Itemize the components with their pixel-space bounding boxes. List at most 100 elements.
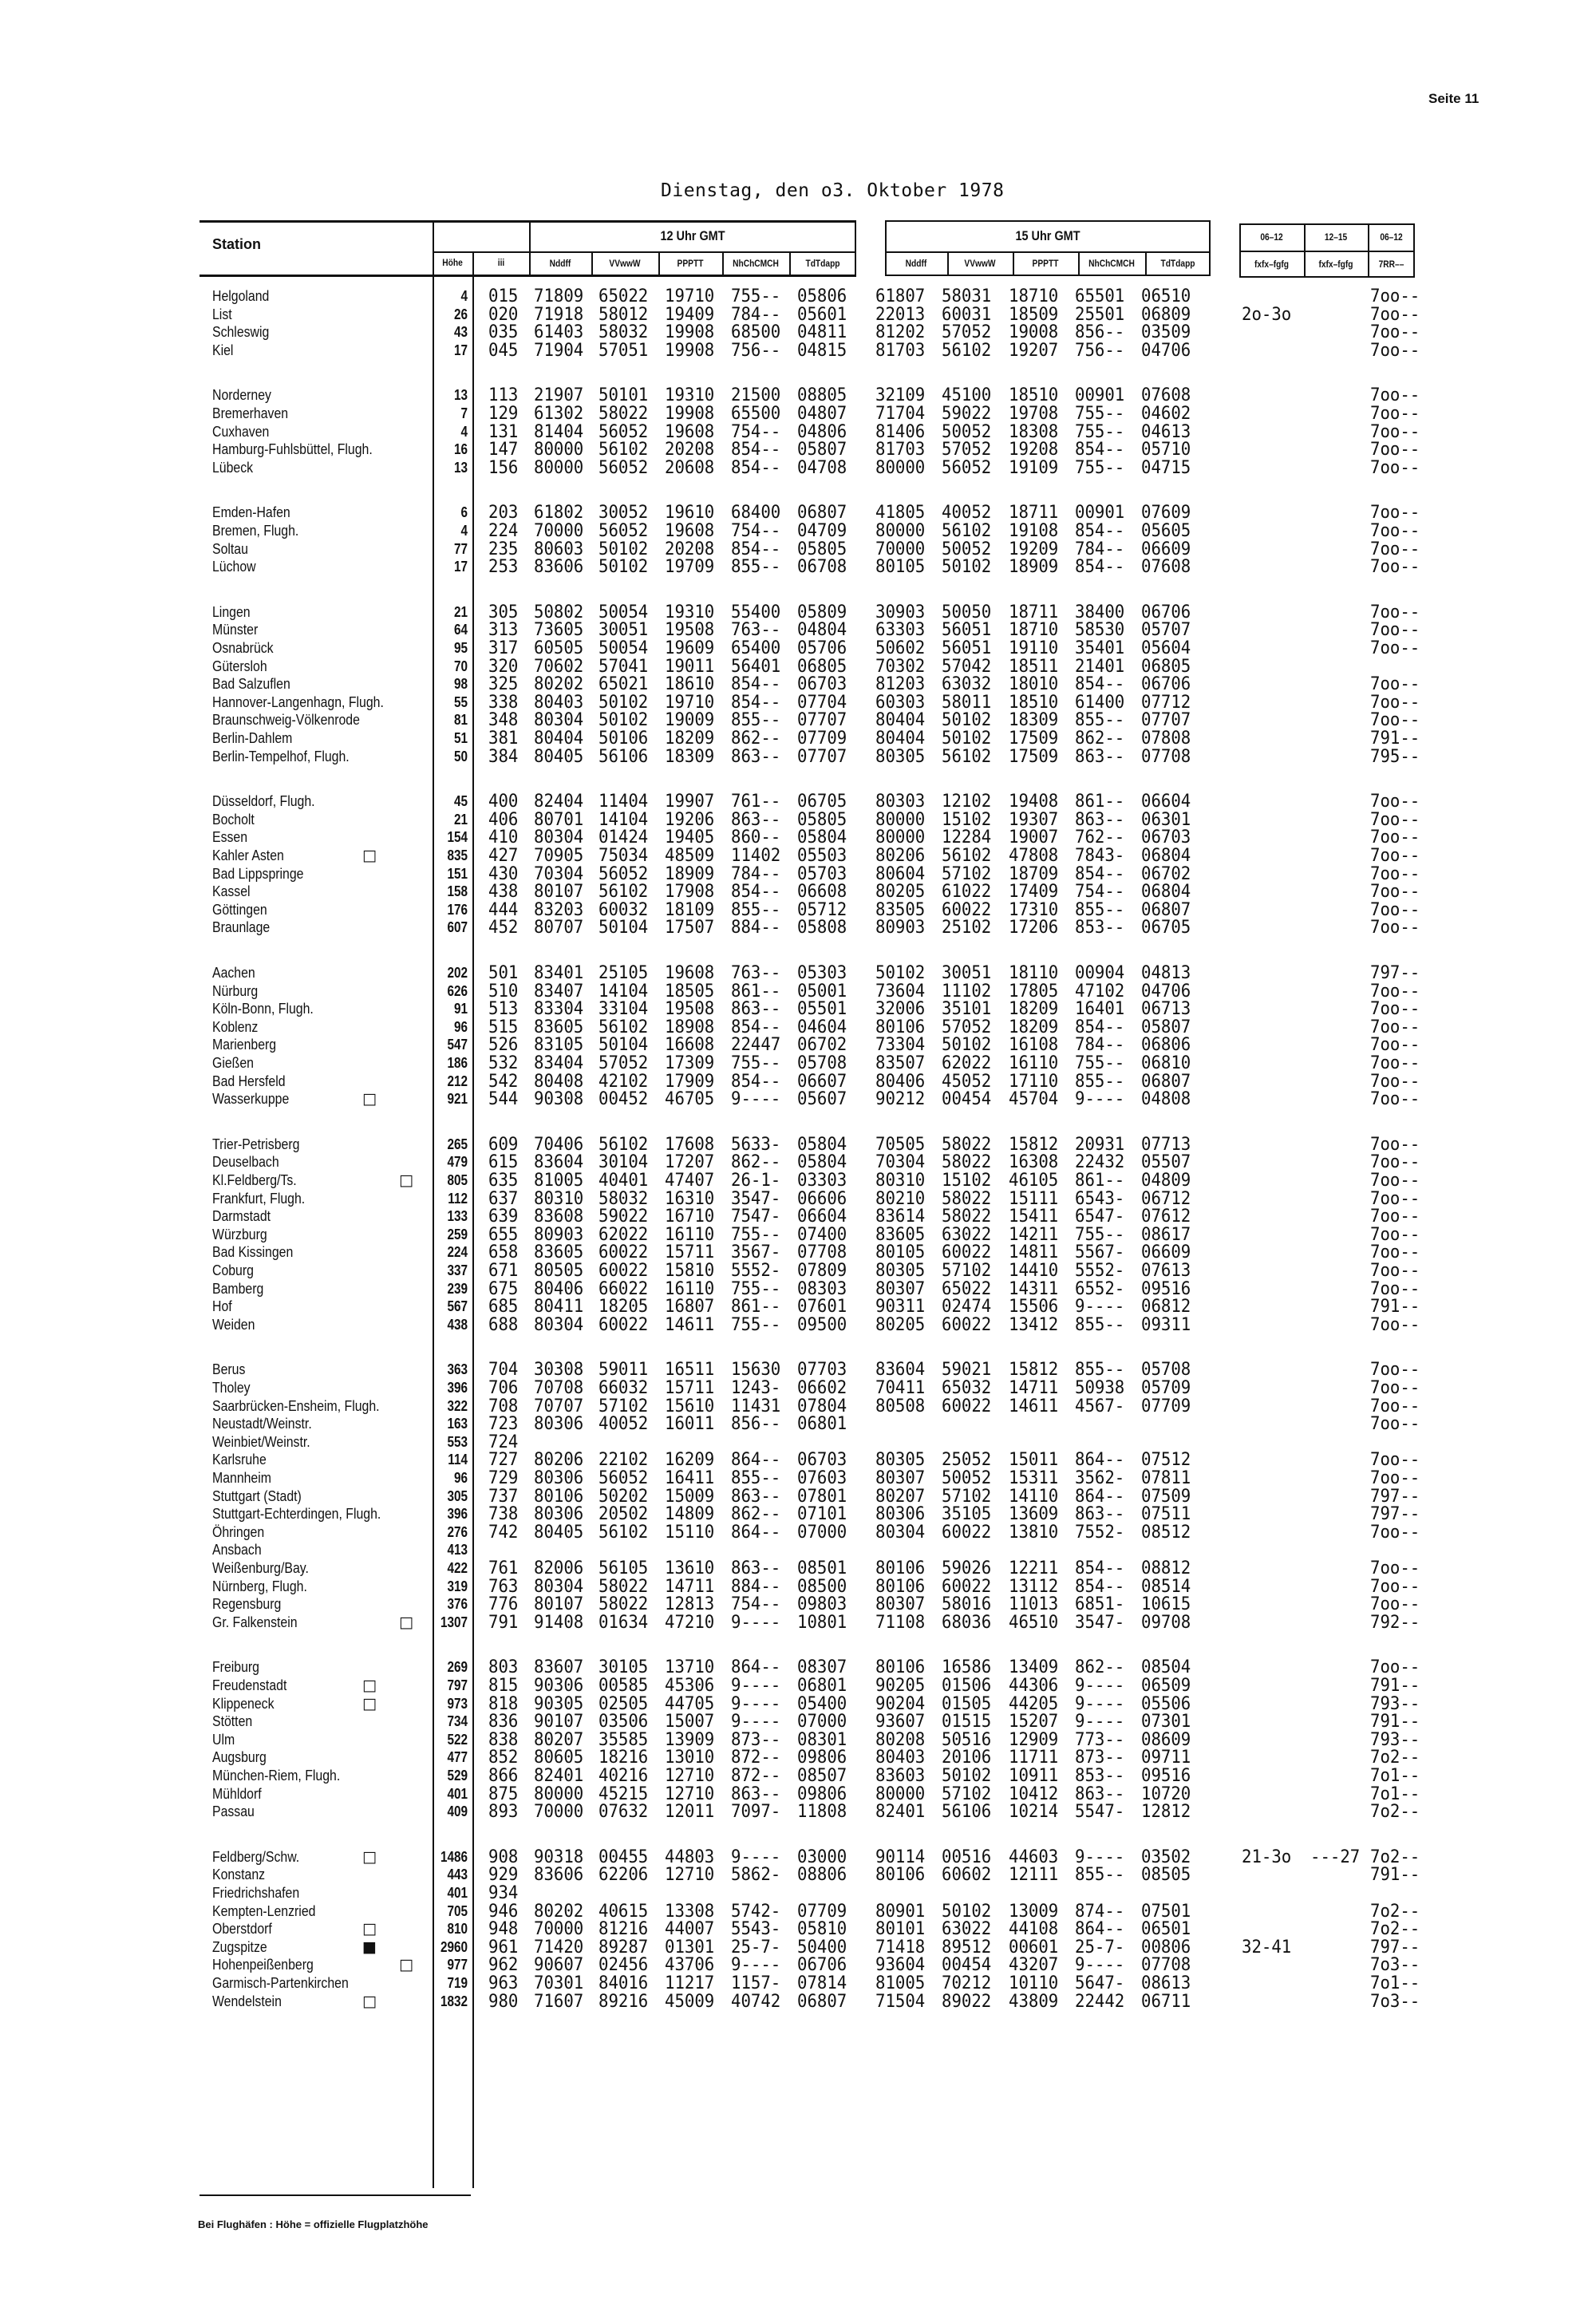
obs-12-cell: 05804 xyxy=(797,828,847,848)
obs-12-cell: 05805 xyxy=(797,539,847,559)
hoehe-divider xyxy=(472,252,474,2188)
group-15-rule xyxy=(885,251,1211,253)
obs-12-cell: 15009 xyxy=(665,1486,715,1507)
obs-12-cell: 10801 xyxy=(797,1612,847,1633)
extra-cell: 7oo-- xyxy=(1370,1314,1420,1335)
obs-15-cell: 21401 xyxy=(1075,656,1125,677)
open-square-marker-icon: □ xyxy=(399,1171,413,1189)
station-name: Feldberg/Schw. xyxy=(212,1848,300,1865)
obs-12-cell: 00585 xyxy=(598,1676,649,1696)
extra-cell: 7oo-- xyxy=(1370,539,1420,559)
extra-cell: 7oo-- xyxy=(1370,1594,1420,1615)
obs-12-cell: 17507 xyxy=(665,918,715,938)
obs-15-cell: 57102 xyxy=(942,1784,992,1804)
obs-12-cell: 15810 xyxy=(665,1261,715,1281)
extra-cell: 7oo-- xyxy=(1370,1558,1420,1578)
obs-15-cell: 754-- xyxy=(1075,882,1125,903)
obs-12-cell: 754-- xyxy=(731,521,781,541)
station-height: 337 xyxy=(447,1262,468,1278)
obs-12-cell: 854-- xyxy=(731,539,781,559)
obs-15-cell: 32109 xyxy=(875,385,926,406)
obs-12-cell: 14104 xyxy=(598,809,649,830)
obs-15-cell: 70411 xyxy=(875,1378,926,1398)
obs-15-cell: 80105 xyxy=(875,557,926,578)
table-row: Oberstdorf □ 810 948 70000 81216 44007 5543- 058… xyxy=(0,1920,1596,1938)
obs-12-cell: 21500 xyxy=(731,385,781,406)
obs-12-cell: 17309 xyxy=(665,1053,715,1073)
extra-cell: 7oo-- xyxy=(1370,674,1420,695)
extra-cell: 7oo-- xyxy=(1370,809,1420,830)
obs-12-cell: 17608 xyxy=(665,1134,715,1155)
obs-15-cell: 01515 xyxy=(942,1712,992,1732)
obs-12-cell: 82404 xyxy=(534,792,584,812)
obs-15-cell: 10720 xyxy=(1141,1784,1191,1804)
extra-cell: 7oo-- xyxy=(1370,1576,1420,1597)
obs-15-cell: 70505 xyxy=(875,1134,926,1155)
station-height: 64 xyxy=(453,622,468,638)
extra-cell: 7oo-- xyxy=(1370,1171,1420,1191)
obs-15-cell: 56106 xyxy=(942,1802,992,1823)
station-height: 91 xyxy=(453,1001,468,1017)
table-row: Norderney 13 113 21907 50101 19310 21500 08805 3… xyxy=(0,386,1596,405)
obs-15-cell: 90204 xyxy=(875,1693,926,1714)
obs-12-cell: 16411 xyxy=(665,1468,715,1488)
obs-15-cell: 17206 xyxy=(1009,918,1059,938)
station-index: 675 xyxy=(488,1278,519,1299)
obs-15-cell: 00806 xyxy=(1141,1937,1191,1957)
obs-12-cell: 22102 xyxy=(598,1450,649,1471)
obs-15-cell: 04808 xyxy=(1141,1089,1191,1110)
obs-12-cell: 89287 xyxy=(598,1937,649,1957)
station-height: 705 xyxy=(447,1902,468,1919)
obs-12-cell: 56102 xyxy=(598,1134,649,1155)
station-name: Gießen xyxy=(212,1055,254,1071)
obs-12-cell: 04804 xyxy=(797,620,847,641)
table-row: Osnabrück 95 317 60505 50054 19609 65400 05706 5… xyxy=(0,639,1596,658)
extra-cell: 7oo-- xyxy=(1370,1360,1420,1381)
obs-15-cell: 50050 xyxy=(942,602,992,622)
obs-15-cell: 13412 xyxy=(1009,1314,1059,1335)
obs-15-cell: 80307 xyxy=(875,1468,926,1488)
obs-12-cell: 9---- xyxy=(731,1712,781,1732)
obs-15-cell: 80303 xyxy=(875,792,926,812)
station-index: 658 xyxy=(488,1242,519,1263)
obs-12-cell: 50104 xyxy=(598,1035,649,1056)
station-name: Weinbiet/Weinstr. xyxy=(212,1433,310,1450)
extra-cell: 7oo-- xyxy=(1370,421,1420,442)
station-index: 615 xyxy=(488,1152,519,1173)
obs-15-cell: 755-- xyxy=(1075,1053,1125,1073)
obs-12-cell: 873-- xyxy=(731,1729,781,1750)
obs-15-cell: 00454 xyxy=(942,1089,992,1110)
obs-12-cell: 70708 xyxy=(534,1378,584,1398)
extra-cell: 21-3o xyxy=(1242,1847,1292,1867)
obs-15-cell: 90114 xyxy=(875,1847,926,1867)
obs-12-cell: 44803 xyxy=(665,1847,715,1867)
obs-15-cell: 58022 xyxy=(942,1152,992,1173)
extra-sub-gust-1: fxfx–fgfg xyxy=(1254,259,1290,270)
obs-12-cell: 7547- xyxy=(731,1207,781,1227)
obs-12-cell: 07707 xyxy=(797,710,847,731)
group-12-box xyxy=(529,220,856,276)
obs-12-cell: 80000 xyxy=(534,457,584,478)
obs-15-cell: 00901 xyxy=(1075,385,1125,406)
obs-12-cell: 35585 xyxy=(598,1729,649,1750)
obs-15-cell: 07811 xyxy=(1141,1468,1191,1488)
obs-12-cell: 50054 xyxy=(598,602,649,622)
open-square-marker-icon: □ xyxy=(362,1677,377,1694)
obs-15-cell: 08505 xyxy=(1141,1865,1191,1886)
obs-12-cell: 71607 xyxy=(534,1991,584,2012)
obs-12-cell: 15630 xyxy=(731,1360,781,1381)
obs-15-cell: 50052 xyxy=(942,1468,992,1488)
station-name: Weiden xyxy=(212,1316,255,1333)
table-row: Weißenburg/Bay. 422 761 82006 56105 13610 863-… xyxy=(0,1559,1596,1578)
station-index: 203 xyxy=(488,503,519,523)
extra-cell: 7oo-- xyxy=(1370,1134,1420,1155)
table-row: Koblenz 96 515 83605 56102 18908 854-- 04604 801… xyxy=(0,1018,1596,1037)
obs-15-cell: 25501 xyxy=(1075,304,1125,325)
page-number: Seite 11 xyxy=(1428,91,1479,106)
station-name: Oberstdorf xyxy=(212,1921,272,1938)
extra-cell: 7oo-- xyxy=(1370,1657,1420,1678)
obs-15-cell: 784-- xyxy=(1075,539,1125,559)
obs-15-cell: 861-- xyxy=(1075,792,1125,812)
station-index: 235 xyxy=(488,539,519,559)
station-name: Lingen xyxy=(212,603,251,620)
